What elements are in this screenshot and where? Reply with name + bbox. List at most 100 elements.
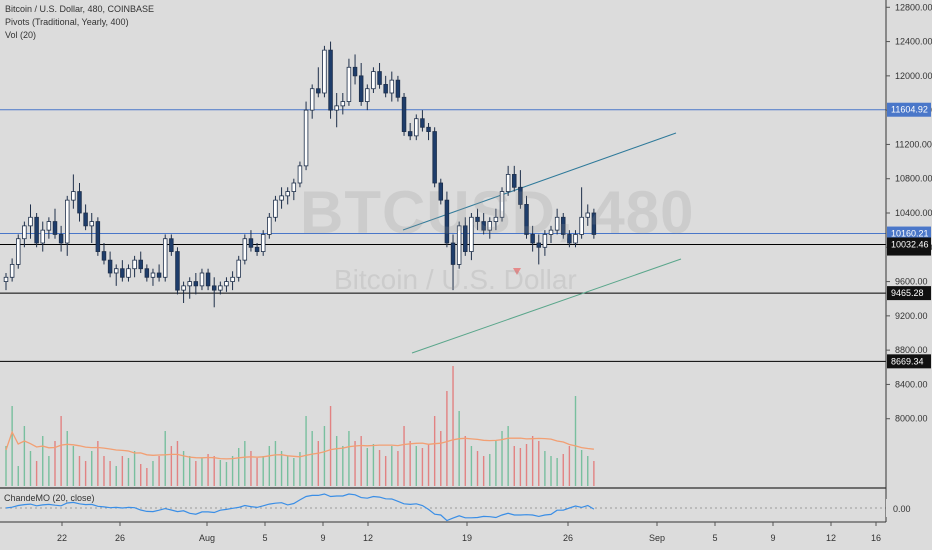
volume-bar — [342, 446, 344, 486]
volume-bar — [115, 466, 117, 486]
volume-bar — [231, 456, 234, 486]
volume-bar — [482, 456, 485, 486]
candle-down — [407, 131, 413, 137]
channel-lower-line[interactable] — [411, 258, 682, 354]
price-badge-label: 9465.28 — [891, 288, 924, 298]
volume-bar — [133, 451, 136, 486]
candle-up — [3, 276, 9, 282]
time-tick-label: Aug — [199, 533, 215, 543]
candle-up — [132, 259, 137, 270]
candle-down — [530, 234, 535, 244]
price-badge-label: 8669.34 — [891, 356, 924, 366]
price-badge-label: 11604.92 — [891, 105, 928, 115]
candle-up — [291, 182, 297, 192]
time-axis[interactable]: 22 26 Aug 5 9 12 19 26 Sep 5 9 12 16 — [57, 522, 881, 543]
candle-up — [554, 216, 560, 231]
candle-down — [481, 221, 486, 231]
volume-bar — [146, 468, 148, 486]
candle-down — [426, 126, 431, 132]
candle-down — [58, 234, 64, 244]
volume-bar — [305, 416, 307, 486]
volume-bar — [348, 431, 350, 486]
volume-bar — [140, 464, 142, 486]
volume-bar — [195, 461, 197, 486]
candle-up — [162, 238, 168, 278]
candle-down — [138, 259, 143, 270]
volume-bar — [427, 444, 430, 486]
candle-up — [65, 199, 70, 244]
oscillator-label[interactable]: ChandeMO (20, close) — [4, 493, 95, 503]
volume-indicator-label[interactable]: Vol (20) — [5, 30, 37, 40]
price-tick-label: 12400.00 — [895, 37, 932, 47]
price-tick-label: 10800.00 — [895, 174, 932, 184]
volume-bar — [452, 366, 454, 486]
volume-bar — [213, 456, 215, 486]
volume-bar — [446, 391, 448, 486]
candle-down — [120, 268, 125, 278]
candle-up — [548, 229, 554, 235]
volume-bar — [366, 448, 368, 486]
price-badge-bg — [887, 237, 931, 252]
volume-bar — [470, 446, 473, 486]
time-tick-label: Sep — [649, 533, 665, 543]
volume-bar — [568, 446, 571, 486]
candle-down — [352, 66, 358, 77]
watermark-symbol: BTCUSD, 480 — [300, 179, 695, 246]
candle-down — [34, 216, 39, 244]
time-tick-label: 9 — [770, 533, 775, 543]
candle-down — [591, 212, 597, 235]
candle-down — [512, 174, 517, 188]
price-badge-label: 10160.21 — [891, 229, 929, 239]
candle-up — [346, 66, 352, 102]
volume-bar — [440, 431, 442, 486]
candle-up — [28, 216, 33, 227]
volume-bar — [562, 454, 564, 486]
time-tick-label: 5 — [262, 533, 267, 543]
volume-bar — [593, 461, 595, 486]
volume-bar — [189, 456, 191, 486]
price-axis-bg — [886, 0, 932, 550]
candle-down — [475, 216, 480, 222]
volume-bar — [35, 461, 38, 486]
volume-bar — [433, 416, 436, 486]
volume-bar — [48, 456, 50, 486]
volume-bar — [256, 458, 258, 486]
price-tick-label: 8000.00 — [895, 414, 928, 424]
candle-up — [113, 268, 119, 274]
candle-down — [567, 234, 572, 244]
volume-bar — [54, 441, 56, 486]
volume-bar — [378, 450, 381, 486]
price-badge-bg — [887, 354, 931, 369]
pivots-indicator-label[interactable]: Pivots (Traditional, Yearly, 400) — [5, 17, 129, 27]
volume-bar — [329, 406, 332, 486]
volume-bar — [403, 426, 405, 486]
candle-down — [211, 285, 217, 291]
candle-up — [230, 276, 235, 282]
pivot-marker-triangle — [513, 268, 521, 275]
candle-up — [22, 225, 27, 240]
price-badge-bg — [887, 286, 931, 301]
volume-bar — [544, 451, 546, 486]
volume-bar — [574, 396, 577, 486]
candle-up — [224, 281, 229, 287]
candle-down — [156, 272, 162, 278]
volume-bar — [268, 446, 271, 486]
candle-up — [16, 238, 21, 265]
candle-up — [150, 272, 156, 278]
candle-down — [401, 96, 407, 132]
volume-bar — [525, 444, 528, 486]
candle-up — [365, 88, 370, 102]
volume-bar — [127, 458, 130, 486]
time-tick-label: 9 — [320, 533, 325, 543]
candle-down — [248, 238, 254, 248]
volume-bar — [354, 441, 356, 486]
candle-down — [101, 251, 107, 261]
symbol-title[interactable]: Bitcoin / U.S. Dollar, 480, COINBASE — [5, 4, 155, 14]
volume-bar — [501, 431, 503, 486]
volume-bar — [219, 460, 222, 486]
volume-bar — [311, 431, 313, 486]
volume-bar — [391, 446, 393, 486]
volume-bar — [84, 461, 87, 486]
candle-up — [267, 216, 272, 235]
